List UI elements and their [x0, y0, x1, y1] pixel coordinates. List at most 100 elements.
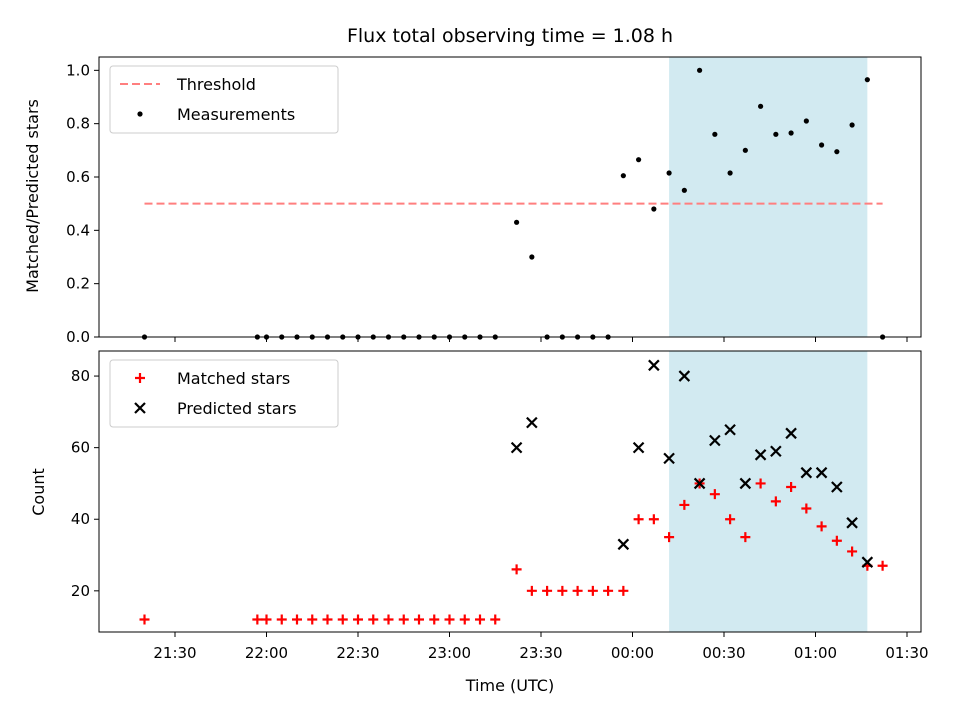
data-point-matched-stars: [414, 614, 424, 625]
data-point-measurements: [666, 170, 672, 176]
observing-window-span: [669, 57, 868, 337]
data-point-matched-stars: [831, 535, 842, 546]
data-point-matched-stars: [337, 614, 348, 625]
data-point-measurements: [803, 118, 809, 124]
y-axis-label-count: Count: [29, 468, 48, 516]
data-point-matched-stars: [664, 532, 675, 543]
data-point-measurements: [636, 157, 642, 163]
data-point-predicted-stars: [800, 466, 813, 479]
data-point-predicted-stars: [617, 538, 630, 551]
data-point-matched-stars: [755, 478, 766, 489]
y-tick-label: 0.0: [66, 328, 90, 346]
x-tick-label: 00:00: [611, 644, 654, 662]
data-point-matched-stars: [252, 614, 263, 625]
data-point-matched-stars: [383, 614, 394, 625]
legend-label: Matched stars: [177, 369, 290, 388]
data-point-matched-stars: [475, 614, 485, 625]
data-point-measurements: [819, 142, 825, 148]
legend: Matched stars Predicted stars: [109, 359, 339, 428]
data-point-matched-stars: [398, 614, 409, 625]
y-axis-label-ratio: Matched/Predicted stars: [23, 99, 42, 293]
data-point-matched-stars: [526, 585, 537, 596]
data-point-measurements: [651, 206, 657, 212]
data-point-matched-stars: [786, 482, 797, 493]
data-point-measurements: [514, 219, 520, 225]
data-point-predicted-stars: [693, 477, 706, 490]
y-tick-label: 0.2: [66, 275, 90, 293]
legend-label: Predicted stars: [177, 399, 297, 418]
data-point-predicted-stars: [724, 423, 736, 436]
data-point-matched-stars: [725, 514, 736, 525]
legend-swatch-matched-stars: [135, 373, 145, 383]
data-point-predicted-stars: [709, 434, 721, 447]
data-point-matched-stars: [740, 532, 751, 543]
data-point-measurements: [773, 131, 779, 137]
data-point-measurements: [727, 170, 733, 176]
data-point-predicted-stars: [648, 359, 660, 372]
data-point-matched-stars: [139, 614, 150, 625]
data-point-measurements: [758, 103, 764, 109]
data-point-matched-stars: [353, 614, 363, 625]
data-point-predicted-stars: [632, 441, 645, 454]
data-point-matched-stars: [633, 514, 644, 525]
y-tick-label: 0.8: [66, 115, 90, 133]
data-point-measurements: [712, 131, 718, 137]
data-point-matched-stars: [648, 514, 659, 525]
data-point-matched-stars: [709, 489, 720, 500]
data-point-matched-stars: [368, 614, 379, 625]
data-point-matched-stars: [603, 585, 614, 596]
data-point-measurements: [864, 77, 870, 83]
data-point-measurements: [834, 149, 840, 155]
data-point-predicted-stars: [831, 481, 843, 493]
y-tick-label: 80: [71, 367, 90, 385]
data-point-matched-stars: [292, 614, 302, 625]
y-tick-label: 0.6: [66, 168, 90, 186]
x-tick-label: 22:30: [336, 644, 379, 662]
data-point-measurements: [849, 122, 855, 128]
data-point-predicted-stars: [770, 445, 782, 458]
data-point-matched-stars: [770, 496, 781, 507]
y-tick-label: 0.4: [66, 221, 90, 239]
data-point-matched-stars: [429, 614, 440, 625]
legend-label: Threshold: [176, 75, 256, 94]
legend: Threshold Measurements: [109, 65, 339, 134]
data-point-measurements: [742, 147, 748, 153]
data-point-measurements: [788, 130, 794, 136]
data-point-predicted-stars: [678, 370, 691, 382]
x-tick-label: 00:30: [702, 644, 745, 662]
data-point-predicted-stars: [510, 441, 523, 454]
data-point-matched-stars: [587, 585, 598, 596]
data-point-predicted-stars: [739, 477, 752, 490]
x-tick-label: 23:30: [519, 644, 562, 662]
data-point-matched-stars: [276, 614, 287, 625]
legend-swatch-measurements: [137, 111, 143, 117]
data-point-predicted-stars: [846, 517, 858, 529]
count-panel: 20 40 60 80 21:30 22:00 22:30 23:00 23:30 00:00 00…: [71, 350, 929, 662]
data-point-measurements: [697, 67, 703, 73]
legend-box: [109, 65, 339, 134]
data-point-matched-stars: [261, 614, 272, 625]
data-point-matched-stars: [490, 614, 501, 625]
data-point-matched-stars: [801, 503, 812, 514]
data-point-predicted-stars: [663, 452, 675, 465]
data-point-matched-stars: [307, 614, 318, 625]
x-axis-label: Time (UTC): [465, 676, 554, 695]
plot-frame: [98, 56, 922, 338]
data-point-predicted-stars: [526, 416, 538, 429]
y-tick-label: 60: [71, 439, 90, 457]
x-tick-label: 01:30: [885, 644, 928, 662]
data-point-measurements: [681, 187, 687, 193]
x-tick-label: 22:00: [245, 644, 288, 662]
data-point-matched-stars: [618, 585, 629, 596]
data-point-matched-stars: [679, 499, 690, 510]
data-point-matched-stars: [877, 560, 888, 571]
data-point-matched-stars: [444, 614, 455, 625]
data-point-predicted-stars: [861, 556, 874, 568]
data-point-matched-stars: [847, 546, 858, 557]
legend-box: [109, 359, 339, 428]
y-tick-label: 40: [71, 510, 90, 528]
plot-frame: [98, 350, 922, 633]
x-tick-label: 23:00: [428, 644, 471, 662]
chart-title: Flux total observing time = 1.08 h: [347, 25, 673, 47]
